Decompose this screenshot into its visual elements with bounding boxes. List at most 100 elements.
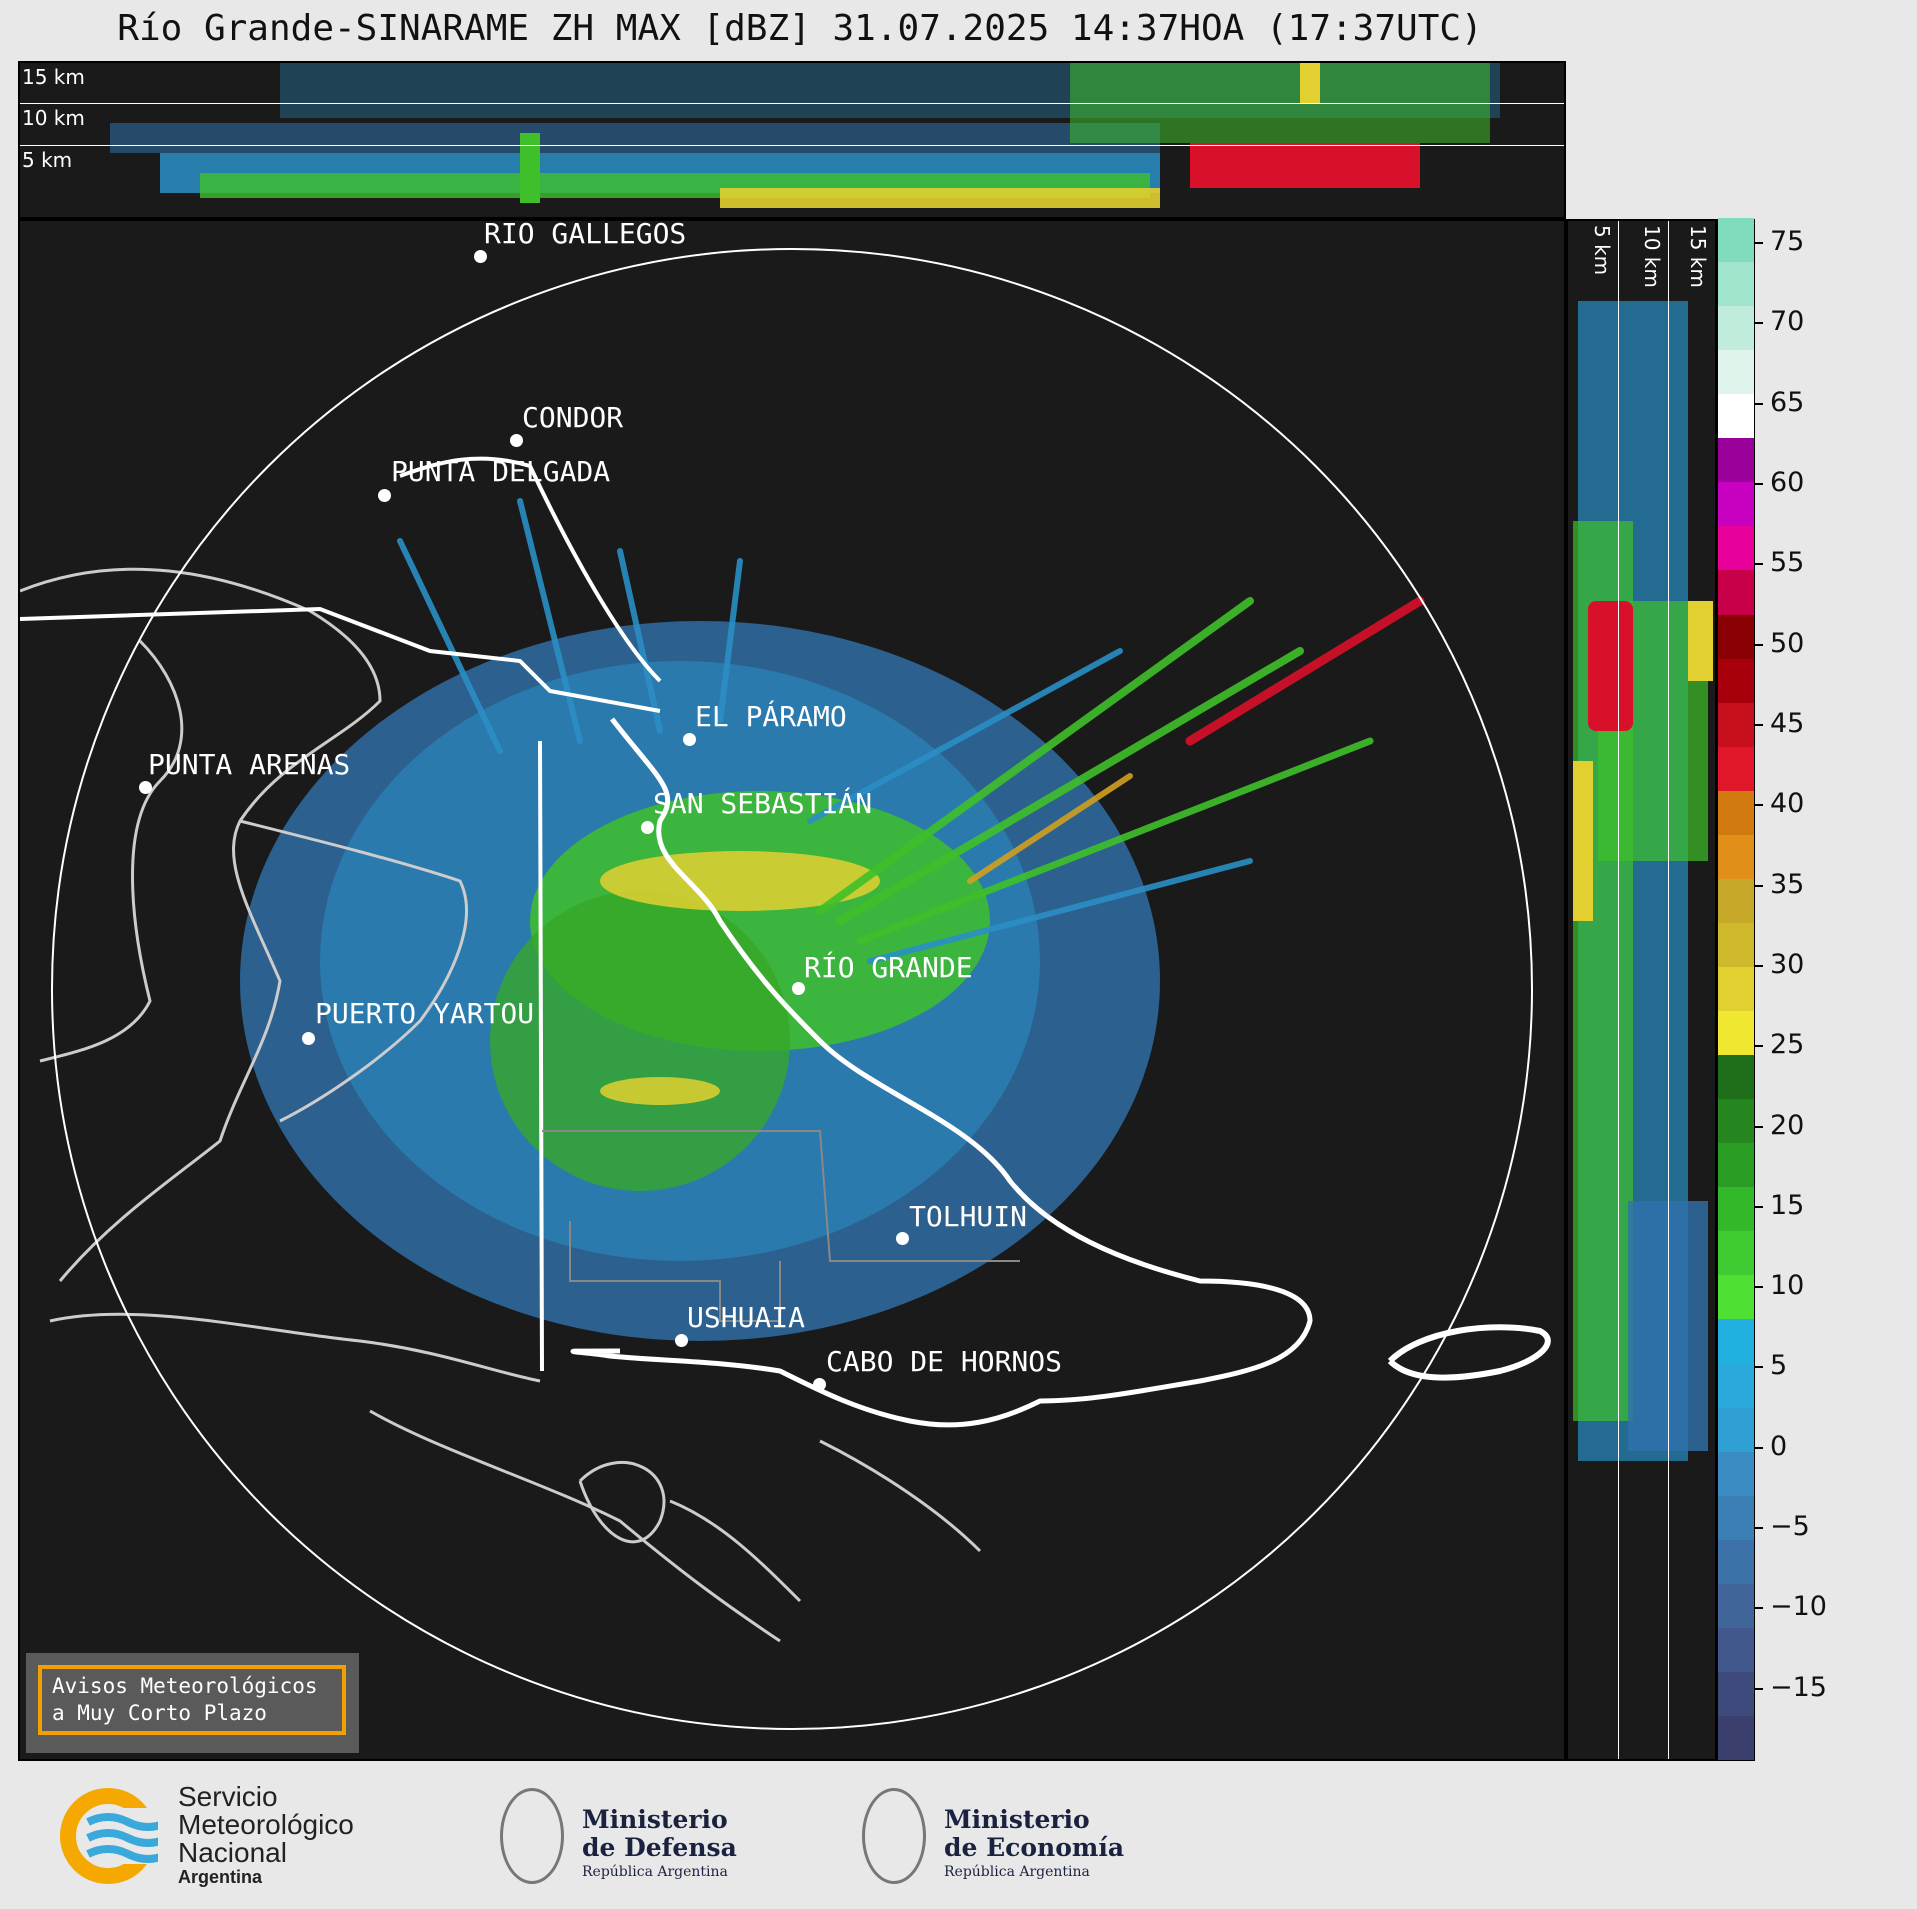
colorbar-segment — [1718, 1451, 1754, 1496]
colorbar-tick-label: 70 — [1770, 306, 1805, 338]
city-dot-tolhuin — [896, 1232, 909, 1245]
colorbar-segment — [1718, 393, 1754, 439]
coastlines — [20, 567, 982, 1643]
colorbar-tick-label: 50 — [1770, 627, 1805, 659]
economia-line2: de Economía — [944, 1833, 1125, 1862]
defensa-logo-text: Ministerio de Defensa República Argentin… — [582, 1806, 737, 1882]
city-label-rio-grande: RÍO GRANDE — [804, 951, 973, 984]
colorbar-tick — [1755, 964, 1763, 967]
city-dot-puerto-yartou — [302, 1032, 315, 1045]
colorbar-segment — [1718, 1274, 1754, 1320]
colorbar-tick-label: 10 — [1770, 1270, 1805, 1302]
colorbar-tick — [1755, 1366, 1763, 1369]
colorbar-tick — [1755, 483, 1763, 486]
colorbar-tick-label: 75 — [1770, 226, 1805, 258]
avisos-panel[interactable]: Avisos Meteorológicos a Muy Corto Plazo — [26, 1653, 359, 1753]
radar-range-ring — [51, 248, 1533, 1730]
economia-line1: Ministerio — [944, 1805, 1090, 1834]
city-dot-cabo-de-hornos — [813, 1378, 826, 1391]
defensa-line1: Ministerio — [582, 1805, 728, 1834]
colorbar-tick — [1755, 1045, 1763, 1048]
city-label-punta-delgada: PUNTA DELGADA — [391, 455, 611, 488]
city-dot-san-sebastian — [641, 821, 654, 834]
colorbar-segment — [1718, 481, 1754, 527]
side-alt-line-5km — [1618, 221, 1619, 1759]
defensa-seal-icon — [500, 1788, 564, 1884]
colorbar-tick-label: 30 — [1770, 948, 1805, 980]
echo-region-yellow — [600, 851, 880, 911]
colorbar-segment — [1718, 614, 1754, 659]
smn-name-line3: Nacional — [178, 1837, 287, 1868]
tierra-del-fuego-coast — [570, 717, 1313, 1428]
colorbar-segment — [1718, 702, 1754, 747]
colorbar-segment — [1718, 1098, 1754, 1144]
radar-map-panel: RÍO GALLEGOS CONDOR PUNTA DELGADA PUNTA … — [18, 219, 1566, 1761]
side-alt-line-10km — [1668, 221, 1669, 1759]
colorbar-tick-label: −5 — [1770, 1511, 1810, 1543]
colorbar-segment — [1718, 525, 1754, 571]
colorbar-segment — [1718, 834, 1754, 879]
colorbar-tick-label: 65 — [1770, 386, 1805, 418]
city-label-condor: CONDOR — [522, 401, 624, 434]
city-label-cabo-de-hornos: CABO DE HORNOS — [826, 1345, 1063, 1378]
colorbar-tick — [1755, 1205, 1763, 1208]
colorbar-tick-label: −10 — [1770, 1591, 1827, 1623]
colorbar-tick-label: 40 — [1770, 788, 1805, 820]
colorbar-segment — [1718, 305, 1754, 351]
colorbar-segment — [1718, 1495, 1754, 1540]
colorbar-segment — [1718, 1318, 1754, 1364]
colorbar-tick — [1755, 563, 1763, 566]
city-dot-rio-gallegos — [474, 250, 487, 263]
alt-label-5km: 5 km — [22, 148, 73, 172]
city-label-punta-arenas: PUNTA ARENAS — [148, 748, 351, 781]
colorbar-segment — [1718, 1186, 1754, 1232]
city-label-puerto-yartou: PUERTO YARTOU — [315, 997, 535, 1030]
avisos-link[interactable]: Avisos Meteorológicos a Muy Corto Plazo — [38, 1665, 346, 1735]
colorbar-tick-label: 5 — [1770, 1350, 1788, 1382]
colorbar-tick — [1755, 1446, 1763, 1449]
avisos-line1: Avisos Meteorológicos — [52, 1674, 318, 1698]
colorbar-segment — [1718, 658, 1754, 703]
dbz-colorbar — [1717, 217, 1755, 1761]
city-label-san-sebastian: SAN SEBASTIÁN — [653, 787, 873, 820]
side-alt-label-5km: 5 km — [1590, 225, 1614, 276]
city-dot-rio-grande — [792, 982, 805, 995]
colorbar-segment — [1718, 1054, 1754, 1100]
colorbar-tick — [1755, 1607, 1763, 1610]
colorbar-segment — [1718, 878, 1754, 923]
economia-logo-text: Ministerio de Economía República Argenti… — [944, 1806, 1124, 1882]
colorbar-segment — [1718, 1539, 1754, 1584]
colorbar-tick-label: 20 — [1770, 1109, 1805, 1141]
colorbar-segment — [1718, 966, 1754, 1012]
radial-echo-streaks — [397, 498, 1425, 964]
city-label-ushuaia: USHUAIA — [687, 1301, 806, 1334]
side-cross-section-echoes — [1573, 301, 1713, 1461]
colorbar-tick — [1755, 723, 1763, 726]
city-dot-condor — [510, 434, 523, 447]
colorbar-tick — [1755, 1286, 1763, 1289]
map-title: Río Grande-SINARAME ZH MAX [dBZ] 31.07.2… — [117, 8, 1483, 49]
city-dot-ushuaia — [675, 1334, 688, 1347]
colorbar-segment — [1718, 437, 1754, 483]
smn-logo-text: Servicio Meteorológico Nacional Argentin… — [178, 1781, 354, 1888]
economia-line3: República Argentina — [944, 1864, 1090, 1880]
colorbar-tick-label: 60 — [1770, 467, 1805, 499]
colorbar-tick-label: 45 — [1770, 707, 1805, 739]
colorbar-tick-label: 0 — [1770, 1430, 1788, 1462]
province-lines — [542, 1130, 1020, 1322]
city-label-el-paramo: EL PÁRAMO — [695, 700, 847, 733]
avisos-line2: a Muy Corto Plazo — [52, 1701, 267, 1725]
smn-name-line1: Servicio — [178, 1781, 278, 1812]
colorbar-segment — [1718, 1230, 1754, 1276]
economia-seal-icon — [862, 1788, 926, 1884]
colorbar-tick — [1755, 242, 1763, 245]
city-label-rio-gallegos: RÍO GALLEGOS — [484, 219, 687, 250]
smn-name-line2: Meteorológico — [178, 1809, 354, 1840]
colorbar-segment — [1718, 1363, 1754, 1408]
colorbar-segment — [1718, 790, 1754, 835]
borders — [20, 456, 662, 1372]
colorbar-tick-label: 35 — [1770, 868, 1805, 900]
top-cross-section-echoes — [110, 63, 1500, 208]
city-dot-el-paramo — [683, 733, 696, 746]
radar-map-svg — [20, 248, 1551, 1730]
